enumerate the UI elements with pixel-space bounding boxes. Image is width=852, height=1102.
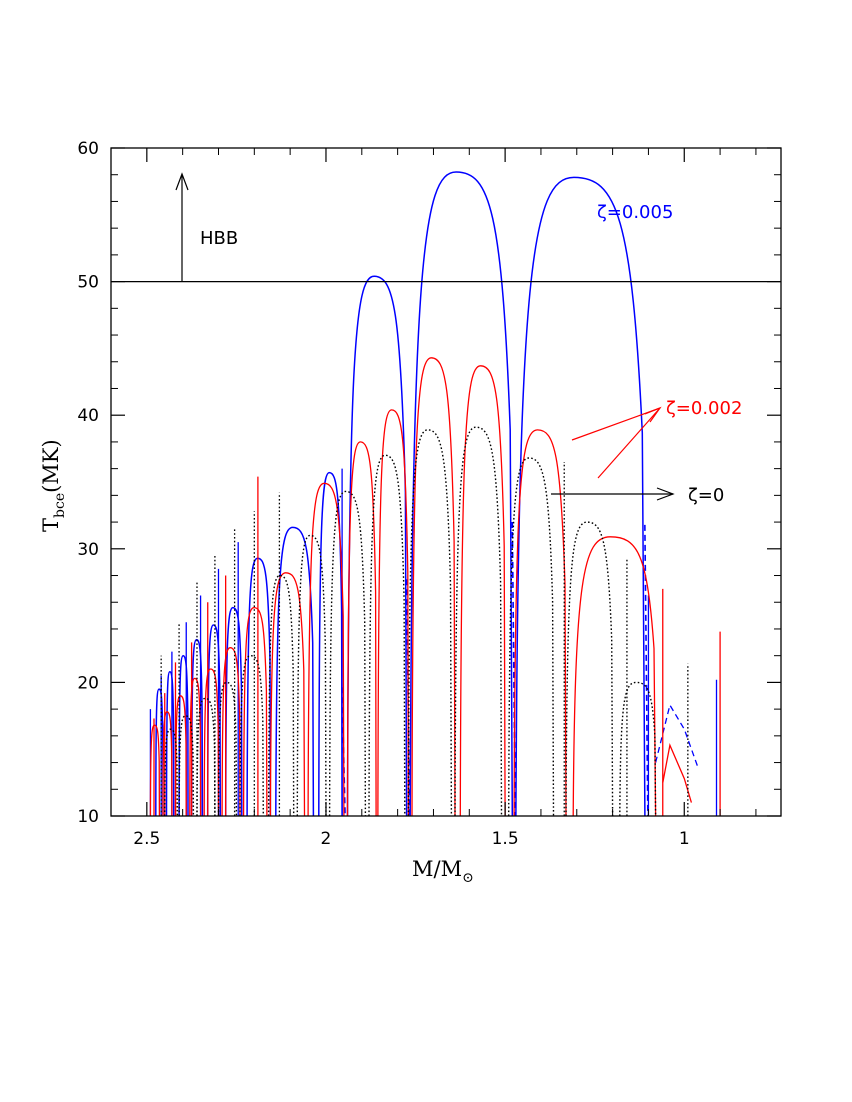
pulse-dome <box>377 409 410 817</box>
hbb-label: HBB <box>200 228 238 249</box>
hbb-arrow-head-icon <box>175 172 189 191</box>
pulse-dome <box>196 697 216 817</box>
pulse-dome <box>513 429 567 817</box>
pulse-dome <box>407 429 453 817</box>
arrow-zeta-0002-head-icon <box>644 406 662 423</box>
x-tick-label: 2 <box>321 829 332 849</box>
pulse-dome <box>217 681 238 817</box>
plot-frame <box>110 147 782 817</box>
series-tail <box>662 742 693 803</box>
pulse-dome <box>515 176 646 817</box>
pulse-dome <box>508 457 555 817</box>
pulse-dome <box>328 490 367 817</box>
pulse-dome <box>269 572 306 817</box>
y-tick-label: 60 <box>77 139 99 159</box>
pulse-dome <box>275 526 315 817</box>
pulse-dome <box>346 275 408 817</box>
pulse-dome <box>164 728 178 817</box>
pulse-dome <box>346 441 377 817</box>
pulse-dome <box>368 454 406 817</box>
series-layer <box>149 171 721 817</box>
pulse-dome <box>572 536 657 817</box>
pulse-dome <box>162 711 173 817</box>
pulse-dome <box>174 695 187 817</box>
series-label-zeta-0002: ζ=0.002 <box>666 398 742 419</box>
pulse-dome <box>242 606 268 817</box>
pulse-dome <box>267 574 295 817</box>
series-0002 <box>149 357 721 817</box>
x-axis-title: M/M⊙ <box>412 857 474 886</box>
pulse-dome <box>203 668 220 817</box>
pulse-dome <box>619 681 657 817</box>
series-tail <box>654 703 700 770</box>
series-label-zeta-0: ζ=0 <box>688 485 724 506</box>
y-tick-label: 30 <box>77 540 99 560</box>
pulse-dip-dashed <box>644 524 649 817</box>
series-0 <box>160 426 689 817</box>
y-tick-label: 50 <box>77 273 99 293</box>
pulse-dome <box>296 534 327 817</box>
y-tick-label: 40 <box>77 406 99 426</box>
y-axis-title: Tbce(MK) <box>39 439 68 532</box>
axes-layer: 2.5 2 1.5 1 10 20 30 40 50 60 <box>77 139 781 849</box>
pulse-dome <box>246 557 272 817</box>
series-label-zeta-0005: ζ=0.005 <box>597 202 673 223</box>
pulse-dome <box>189 677 202 817</box>
pulse-dome <box>221 647 241 817</box>
arrow-zeta-0002-line-b <box>597 407 661 479</box>
arrow-zeta-0-head-icon <box>656 487 675 501</box>
x-tick-label: 1 <box>679 829 690 849</box>
pulse-dome <box>409 171 514 817</box>
pulse-dome <box>178 654 189 817</box>
pulse-dome <box>149 724 161 817</box>
y-tick-label: 20 <box>77 673 99 693</box>
pulse-dome <box>165 670 175 817</box>
pulse-dome <box>454 426 503 817</box>
x-tick-label: 1.5 <box>492 829 519 849</box>
pulse-dome <box>411 357 456 817</box>
x-tick-label: 2.5 <box>133 829 160 849</box>
y-tick-label: 10 <box>77 807 99 827</box>
pulse-dome <box>459 365 506 817</box>
pulse-dome <box>155 688 164 817</box>
pulse-dome <box>307 482 345 817</box>
